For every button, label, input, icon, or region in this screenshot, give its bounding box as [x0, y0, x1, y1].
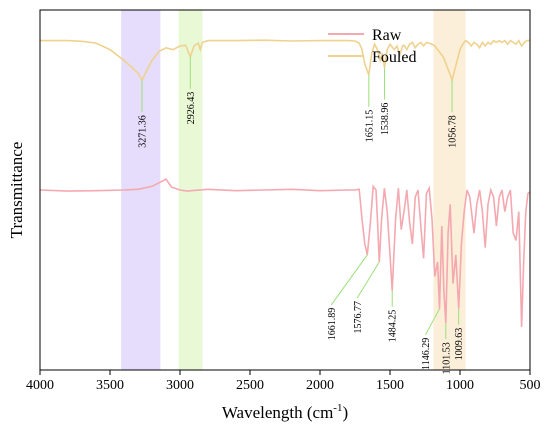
series-lines	[39, 39, 531, 327]
annotation-label-7: 1484.25	[388, 310, 399, 343]
x-axis-label-sup: -1	[333, 402, 342, 414]
x-tick-label: 2500	[236, 378, 264, 393]
series-line-fouled	[40, 39, 530, 83]
annotation-label-0: 3271.36	[138, 115, 149, 148]
x-tick-label: 500	[520, 378, 541, 393]
annotation-label-8: 1146.29	[421, 338, 432, 370]
legend-label-raw: Raw	[372, 27, 402, 44]
x-tick-label: 4000	[26, 378, 54, 393]
annotation-label-6: 1576.77	[353, 301, 364, 334]
x-axis-label-end: )	[342, 403, 348, 422]
plot-frame	[39, 9, 531, 371]
annotation-label-1: 2926.43	[186, 92, 197, 125]
legend-label-fouled: Fouled	[372, 49, 416, 66]
annotation-leader-8	[425, 308, 440, 336]
x-tick-label: 3000	[166, 378, 194, 393]
annotation-label-10: 1009.63	[454, 328, 465, 361]
highlight-band-2	[433, 10, 466, 370]
peak-annotations: 3271.36 2926.43 1651.15 1538.96 1056.78 1661.…	[138, 56, 465, 374]
annotation-label-3: 1538.96	[380, 103, 391, 136]
x-axis-ticks: 4000 3500 3000 2500 2000 1500 1000 500	[26, 370, 541, 393]
annotation-leader-5	[330, 254, 368, 306]
annotation-label-4: 1056.78	[448, 115, 459, 148]
y-axis-label: Transmittance	[7, 142, 26, 239]
x-axis-label-main: Wavelength (cm	[222, 403, 333, 422]
annotation-label-2: 1651.15	[364, 110, 375, 143]
x-axis-label: Wavelength (cm-1)	[222, 402, 348, 422]
x-tick-label: 1500	[376, 378, 404, 393]
annotation-leader-6	[356, 261, 380, 299]
x-tick-label: 2000	[306, 378, 334, 393]
annotation-label-5: 1661.89	[327, 308, 338, 341]
annotation-label-9: 1101.53	[441, 342, 452, 374]
x-tick-label: 3500	[96, 378, 124, 393]
legend: Raw Fouled	[328, 27, 416, 66]
x-tick-label: 1000	[446, 378, 474, 393]
series-line-raw	[39, 178, 531, 327]
